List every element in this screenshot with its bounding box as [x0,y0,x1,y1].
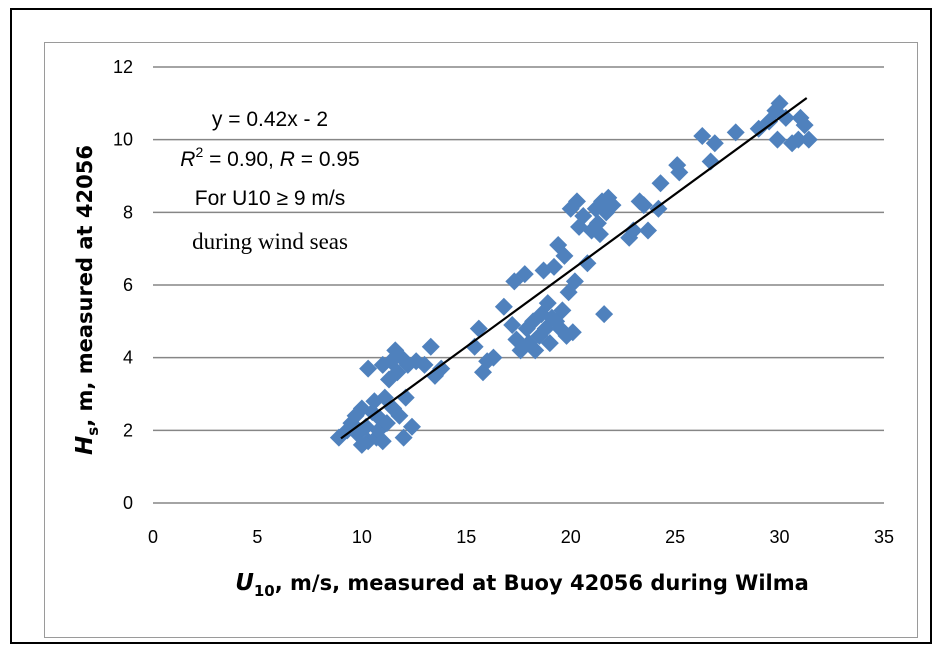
data-point [421,337,440,356]
regression-equation: y = 0.42x - 2 [212,108,328,131]
data-point [377,414,396,433]
wind-seas-label: during wind seas [192,229,348,254]
data-point [402,417,421,436]
gridlines [153,66,884,504]
data-point [503,315,522,334]
data-point [651,174,670,193]
x-axis-title: U10, m/s, measured at Buoy 42056 during … [235,570,809,600]
data-point [390,406,409,425]
y-tick-label: 0 [123,493,133,513]
x-tick-label: 30 [770,527,790,547]
y-tick-label: 10 [113,130,133,150]
data-point [670,163,689,182]
condition-label: For U10 ≥ 9 m/s [195,187,345,210]
y-tick-label: 4 [123,348,133,368]
y-tick-label: 6 [123,275,133,295]
y-tick-label: 12 [113,57,133,77]
data-point [595,305,614,324]
data-point [574,206,593,225]
x-tick-label: 0 [148,527,158,547]
data-point [555,246,574,265]
annotation-box: y = 0.42x - 2 R2 = 0.90, R = 0.95 For U1… [180,108,359,254]
trend-line [340,97,808,440]
data-point [705,134,724,153]
data-point [565,272,584,291]
y-tick-label: 8 [123,202,133,222]
x-axis-ticks: 0 5 10 15 20 25 30 35 [148,527,894,547]
data-point [415,355,434,374]
data-point [373,432,392,451]
data-point [526,341,545,360]
x-tick-label: 25 [665,527,685,547]
data-point [484,348,503,367]
r-squared-label: R2 = 0.90, R = 0.95 [180,144,359,171]
data-point [538,294,557,313]
x-tick-label: 5 [252,527,262,547]
data-point [693,127,712,146]
x-tick-label: 35 [874,527,894,547]
data-point [465,337,484,356]
y-axis-title: Hs, m, measured at 42056 [72,145,102,455]
data-points [329,94,818,454]
data-point [359,359,378,378]
data-point [494,297,513,316]
data-point [432,359,451,378]
data-point [540,334,559,353]
data-point [770,94,789,113]
data-point [515,265,534,284]
data-point [603,196,622,215]
data-point [795,116,814,135]
chart-area-border [44,42,918,638]
data-point [394,428,413,447]
data-point [634,196,653,215]
data-point [578,254,597,273]
y-axis-ticks: 0 2 4 6 8 10 12 [113,57,133,513]
x-tick-label: 10 [352,527,372,547]
data-point [590,225,609,244]
data-point [567,192,586,211]
data-point [545,257,564,276]
data-point [789,130,808,149]
data-point [776,108,795,127]
data-point [469,319,488,338]
data-point [624,221,643,240]
data-point [638,221,657,240]
data-point [726,123,745,142]
x-tick-label: 20 [561,527,581,547]
data-point [563,323,582,342]
y-tick-label: 2 [123,420,133,440]
data-point [799,130,818,149]
x-tick-label: 15 [456,527,476,547]
data-point [553,301,572,320]
data-point [768,130,787,149]
